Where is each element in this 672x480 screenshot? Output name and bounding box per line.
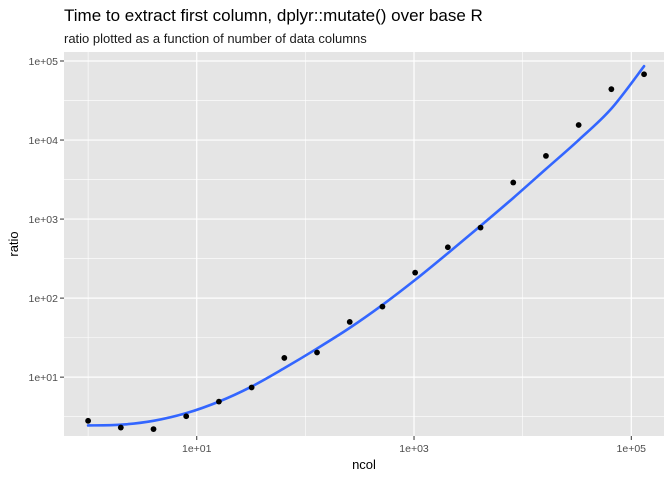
data-point [412,269,419,276]
data-point [85,417,92,424]
smooth-trend-line [86,64,646,427]
data-points [85,71,647,433]
y-tick-label: 1e+04 [29,135,59,147]
x-tick-label: 1e+03 [399,443,429,455]
data-point [346,318,353,325]
data-point [444,244,451,251]
plot-panel [64,52,664,436]
major-gridlines [64,52,664,436]
y-tick-label: 1e+03 [29,214,59,226]
chart-subtitle: ratio plotted as a function of number of… [64,31,367,46]
chart-title: Time to extract first column, dplyr::mut… [64,6,483,25]
data-point [281,355,288,361]
y-axis: 1e+01 1e+02 1e+03 1e+04 1e+05 [29,56,64,384]
x-tick-label: 1e+05 [617,443,647,455]
data-point [477,224,484,231]
y-axis-title: ratio [6,231,21,256]
data-point [379,303,386,310]
minor-gridlines [64,52,664,436]
data-point [248,384,255,391]
x-tick-label: 1e+01 [182,443,212,455]
data-point [641,71,647,78]
x-axis-title: ncol [352,457,376,472]
data-point [216,398,222,405]
data-point [608,86,615,93]
data-point [575,122,582,128]
data-point [150,426,157,433]
y-tick-label: 1e+01 [29,372,59,384]
y-tick-label: 1e+02 [29,293,59,305]
data-point [543,152,549,159]
data-point [183,413,190,420]
data-point [117,424,124,431]
data-point [314,349,320,356]
y-tick-label: 1e+05 [29,56,59,68]
data-point [510,179,517,186]
x-axis: 1e+01 1e+03 1e+05 [182,436,646,455]
